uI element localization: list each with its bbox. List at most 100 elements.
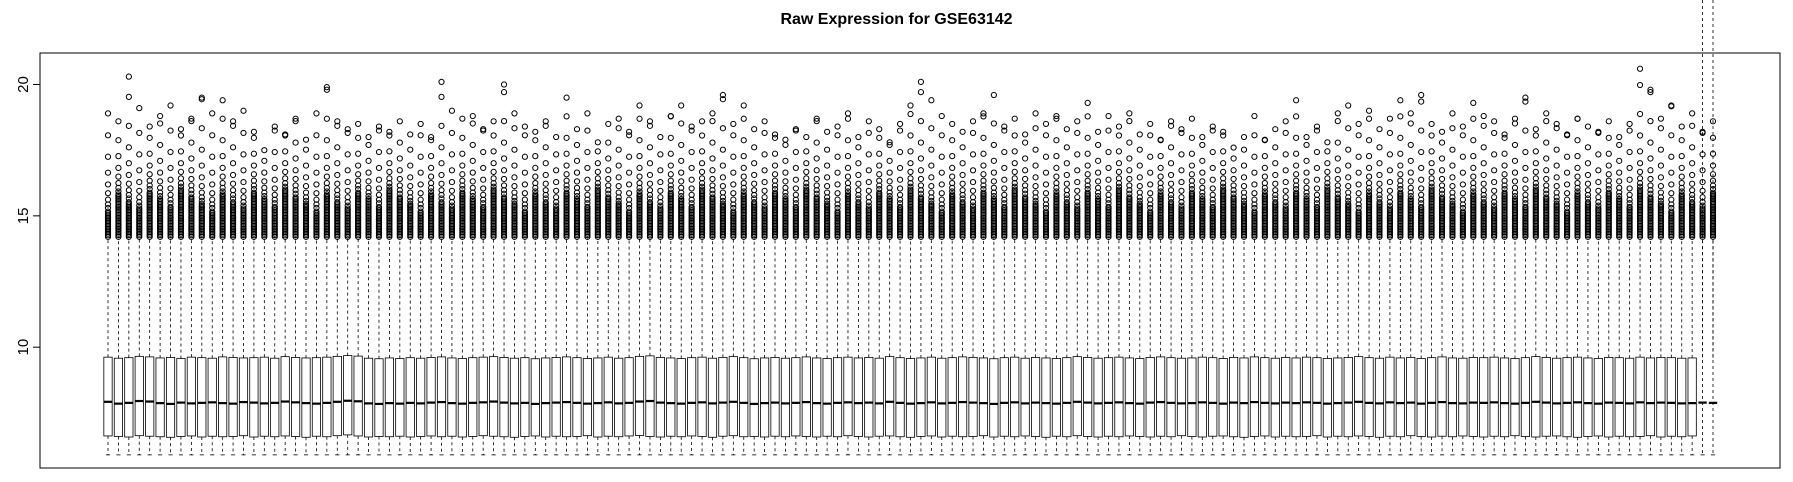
outlier-point [365,195,372,203]
outlier-max [740,102,747,109]
outlier-point [157,178,164,185]
outlier-point [1157,153,1164,160]
outlier-point [448,205,456,212]
outlier-point [938,190,945,197]
outlier-point [469,195,476,203]
outlier-point [1147,190,1154,197]
outlier-max [1407,110,1414,117]
box-rect [1322,358,1332,438]
box-rect [1072,356,1082,437]
outlier-point [1053,173,1060,180]
outlier-point [1272,160,1279,167]
outlier-point [407,182,414,190]
outlier-point [1313,185,1321,192]
outlier-point [355,171,362,178]
outlier-max [1293,97,1300,104]
outlier-point [344,178,351,186]
box-rect [551,357,561,437]
outlier-max [407,131,414,138]
outlier-max [188,115,195,122]
outlier-max [1074,118,1081,125]
outlier-point [834,132,841,139]
outlier-point [157,141,164,149]
outlier-point [511,146,518,153]
outlier-point [1063,144,1070,151]
outlier-point [136,167,143,174]
outlier-point [1313,164,1321,172]
box-rect [1020,357,1030,437]
outlier-max [1115,123,1123,130]
box-rect [645,355,655,437]
outlier-point [271,176,278,183]
outlier-point [1324,168,1331,175]
outlier-point [459,150,466,157]
box-58 [697,118,707,456]
outlier-point [1261,164,1268,172]
box-127 [1416,91,1426,456]
outlier-point [104,208,112,215]
outlier-point [761,178,768,186]
outlier-point [209,132,216,139]
outlier-point [323,173,330,180]
box-rect [1030,357,1041,437]
outlier-point [1365,153,1373,160]
outlier-point [698,168,706,175]
outlier-point [834,181,841,188]
box-110 [1239,133,1249,456]
outlier-point [271,191,278,199]
outlier-point [1032,182,1039,190]
outlier-point [1115,168,1123,175]
box-rect [197,357,207,438]
outlier-point [219,153,226,160]
box-rect [270,357,280,438]
outlier-point [209,190,216,197]
outlier-max [490,118,497,125]
outlier-max [521,123,528,130]
outlier-point [1355,132,1362,139]
outlier-point [1209,148,1216,156]
outlier-point [1303,157,1310,164]
outlier-point [813,139,820,146]
outlier-point [282,183,289,190]
box-85 [978,110,989,456]
outlier-point [302,197,310,204]
outlier-point [907,148,914,155]
outlier-point [229,122,237,129]
outlier-point [761,129,768,137]
outlier-point [1334,155,1341,162]
outlier-point [636,188,643,195]
outlier-point [417,181,424,188]
outlier-max [469,112,476,120]
box-69 [812,115,822,456]
box-111 [1249,112,1259,456]
outlier-point [719,197,727,204]
outlier-max [365,133,372,141]
outlier-point [1240,182,1248,190]
outlier-max [344,126,351,133]
outlier-point [1407,120,1414,127]
outlier-point [438,93,445,100]
outlier-point [334,160,341,167]
box-43 [541,118,551,456]
box-rect [905,358,916,438]
outlier-point [1293,150,1300,157]
outlier-point [584,127,591,134]
box-rect [749,358,759,437]
outlier-point [824,162,831,169]
outlier-point [198,125,205,132]
box-36 [468,112,478,456]
outlier-max [1418,91,1425,99]
outlier-point [563,189,570,196]
outlier-point [323,115,330,122]
outlier-point [302,174,310,181]
outlier-point [1386,151,1394,158]
outlier-point [532,179,539,187]
outlier-point [865,167,872,174]
outlier-point [313,181,320,188]
outlier-point [938,132,945,139]
outlier-point [271,148,278,156]
box-99 [1124,110,1134,456]
box-31 [416,120,426,456]
outlier-point [938,169,945,176]
outlier-point [959,180,966,187]
